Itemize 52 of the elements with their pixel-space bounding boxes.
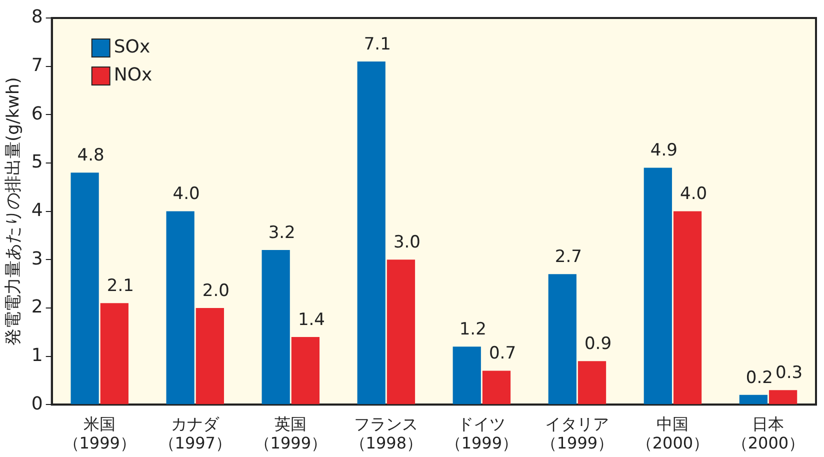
bar — [768, 390, 798, 404]
legend-label: NOx — [114, 64, 152, 86]
x-tick-label: フランス（1998） — [350, 414, 423, 453]
x-tick-label: 日本（2000） — [732, 414, 805, 453]
y-tick-label: 2 — [31, 296, 43, 318]
data-label: 2.0 — [202, 280, 230, 301]
bar — [644, 168, 672, 404]
y-tick-label: 8 — [31, 6, 43, 28]
bar — [578, 361, 606, 404]
data-label: 1.2 — [459, 320, 486, 340]
data-label: 2.1 — [106, 276, 134, 296]
x-tick-label: 米国（1999） — [63, 414, 136, 453]
x-tick-label: ドイツ（1999） — [445, 414, 518, 453]
y-tick-label: 4 — [31, 200, 43, 221]
bar — [262, 250, 290, 404]
y-tick-label: 1 — [31, 344, 43, 366]
data-label: 1.4 — [298, 310, 325, 330]
x-tick-label: イタリア（1999） — [540, 414, 614, 453]
data-label: 3.0 — [393, 232, 420, 253]
bar — [739, 394, 768, 404]
data-label: 4.0 — [680, 184, 708, 204]
data-label: 4.8 — [77, 146, 104, 166]
data-label: 4.0 — [172, 184, 200, 204]
y-axis-title: 発電電力量あたりの排出量(g/kwh) — [4, 77, 24, 346]
data-label: 0.2 — [746, 368, 773, 388]
bar — [100, 303, 128, 404]
x-tick-label: 中国（2000） — [636, 414, 710, 453]
bar — [482, 370, 511, 404]
y-tick-label: 5 — [31, 152, 43, 173]
bar — [386, 260, 416, 404]
data-label: 0.3 — [776, 363, 803, 384]
x-tick-label: 英国（1999） — [254, 414, 328, 453]
data-label: 3.2 — [268, 222, 296, 243]
data-label: 0.7 — [488, 344, 516, 364]
y-tick-label: 3 — [31, 248, 43, 270]
bar — [70, 172, 99, 404]
legend-label: SOx — [114, 36, 150, 58]
x-tick-label: カナダ（1997） — [158, 414, 232, 453]
data-label: 4.9 — [650, 140, 678, 161]
bar — [291, 336, 320, 404]
data-label: 2.7 — [554, 247, 582, 268]
bar — [673, 211, 702, 404]
y-tick-label: 6 — [31, 103, 43, 124]
y-tick-label: 7 — [31, 54, 43, 76]
y-tick-label: 0 — [31, 393, 43, 414]
bar — [452, 346, 481, 404]
bar — [357, 61, 386, 404]
data-label: 7.1 — [364, 34, 391, 54]
bar — [196, 308, 224, 404]
bar — [548, 274, 576, 404]
bar — [166, 211, 194, 404]
data-label: 0.9 — [584, 334, 612, 354]
